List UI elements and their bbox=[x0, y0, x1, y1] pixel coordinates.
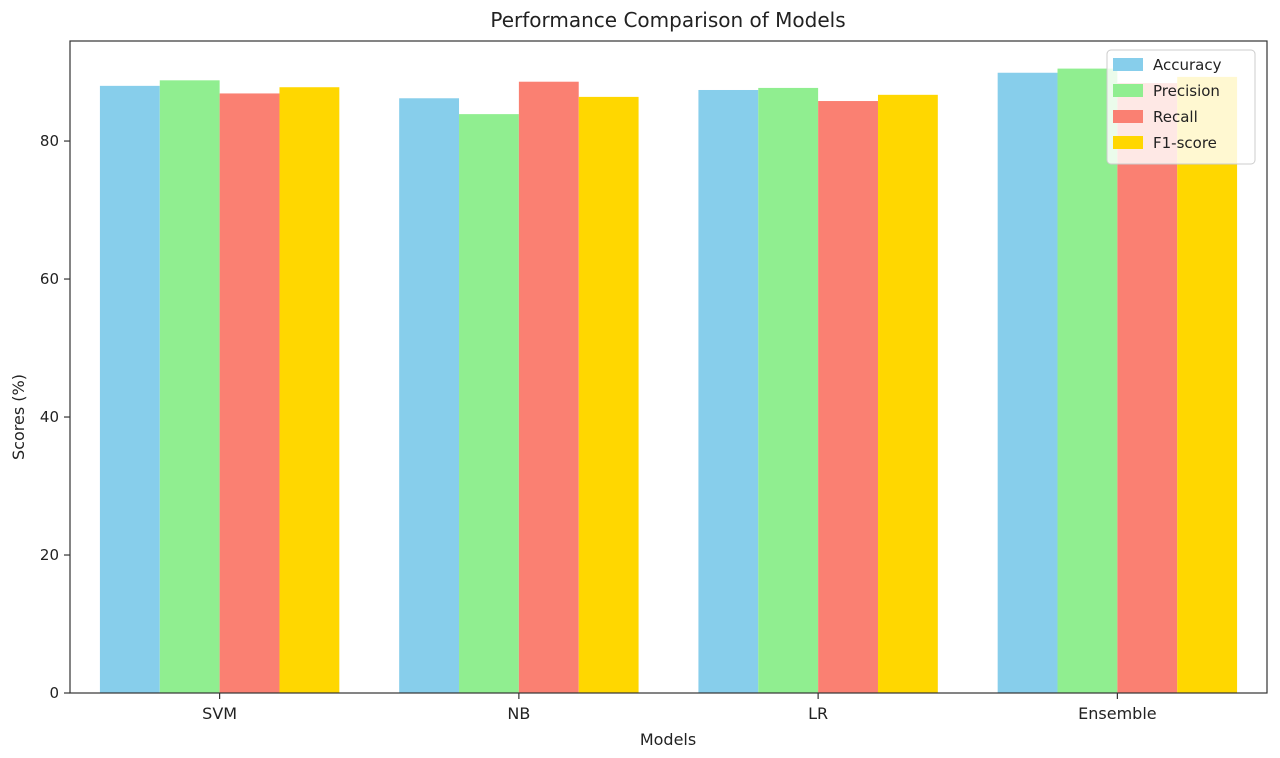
bar bbox=[399, 98, 460, 693]
plot-area: 0 20 40 60 80 SVM NB LR Ensemble bbox=[40, 40, 1268, 723]
legend-label: Accuracy bbox=[1153, 56, 1222, 74]
legend: Accuracy Precision Recall F1-score bbox=[1106, 49, 1256, 165]
bar bbox=[997, 72, 1058, 694]
legend-label: Recall bbox=[1153, 108, 1198, 126]
x-axis-label: Models bbox=[640, 730, 696, 749]
y-axis-label: Scores (%) bbox=[9, 374, 28, 460]
y-tick-label: 60 bbox=[40, 270, 59, 288]
series-accuracy bbox=[99, 72, 1058, 694]
bar bbox=[818, 101, 878, 693]
series-recall bbox=[219, 81, 1178, 694]
bar bbox=[459, 114, 519, 693]
bar bbox=[279, 87, 340, 694]
x-tick-label: SVM bbox=[202, 704, 237, 723]
legend-swatch bbox=[1113, 110, 1143, 123]
series-f1-score bbox=[279, 76, 1238, 694]
legend-swatch bbox=[1113, 84, 1143, 97]
y-tick-label: 80 bbox=[40, 132, 59, 150]
bar bbox=[219, 93, 280, 693]
x-tick-label: NB bbox=[507, 704, 530, 723]
bar bbox=[877, 94, 938, 693]
legend-swatch bbox=[1113, 136, 1143, 149]
bar bbox=[159, 80, 220, 693]
y-tick-label: 20 bbox=[40, 546, 59, 564]
y-tick-label: 0 bbox=[49, 684, 59, 702]
legend-swatch bbox=[1113, 58, 1143, 71]
axes-frame bbox=[69, 40, 1268, 694]
x-tick-label: LR bbox=[808, 704, 828, 723]
bar bbox=[99, 85, 160, 694]
bar bbox=[1057, 68, 1118, 694]
bar bbox=[1177, 76, 1238, 693]
bar bbox=[518, 81, 579, 693]
chart-title: Performance Comparison of Models bbox=[490, 8, 845, 32]
bar bbox=[1117, 83, 1178, 694]
bar bbox=[698, 89, 759, 694]
legend-label: F1-score bbox=[1153, 134, 1217, 152]
series-precision bbox=[159, 68, 1118, 694]
legend-box bbox=[1106, 49, 1256, 165]
legend-label: Precision bbox=[1153, 82, 1220, 100]
bar bbox=[758, 87, 819, 694]
bar bbox=[578, 96, 639, 693]
x-tick-label: Ensemble bbox=[1078, 704, 1156, 723]
y-tick-label: 40 bbox=[40, 408, 59, 426]
